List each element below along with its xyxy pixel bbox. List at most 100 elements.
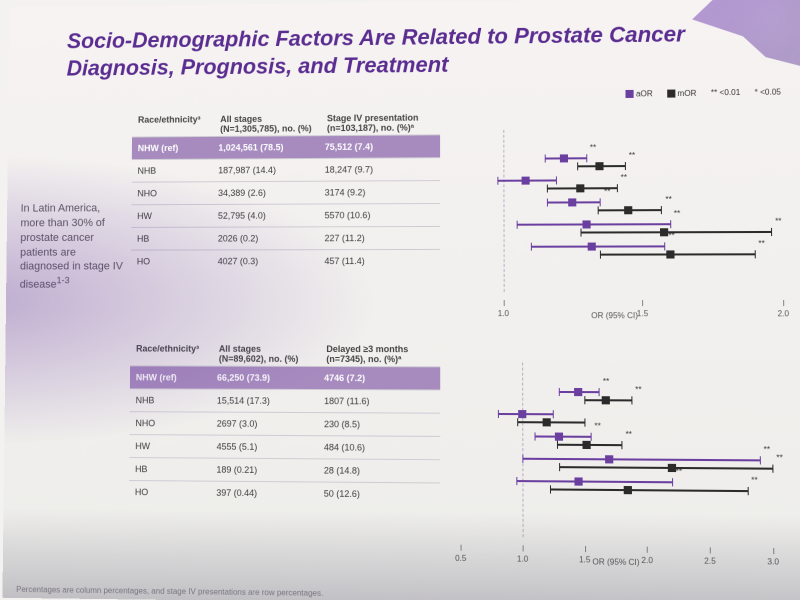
axis-tick <box>503 300 504 306</box>
mor-point <box>602 396 610 404</box>
table-cell: 187,987 (14.4) <box>218 165 325 175</box>
forest-row <box>448 128 781 152</box>
ci-cap <box>617 184 618 192</box>
legend-aor-swatch <box>626 90 634 98</box>
aor-point <box>605 455 613 463</box>
table-header-cell: Race/ethnicity³ <box>130 340 217 366</box>
axis-tick <box>647 547 648 553</box>
table-cell: HW <box>129 441 216 452</box>
table-cell: 15,514 (17.3) <box>217 396 324 406</box>
ci-cap <box>597 206 598 214</box>
data-table: Race/ethnicity³All stages(N=1,305,785), … <box>131 109 440 273</box>
mor-point <box>660 228 668 236</box>
ci-cap <box>581 229 582 237</box>
ci-cap <box>771 228 772 236</box>
mor-point <box>667 464 675 472</box>
axis-tick <box>783 300 784 306</box>
slide: Socio-Demographic Factors Are Related to… <box>2 0 800 600</box>
axis-tick <box>461 545 462 551</box>
table-header-cell: Stage IV presentation(n=103,187), no. (%… <box>325 109 440 136</box>
table-header: Race/ethnicity³All stages(N=1,305,785), … <box>132 109 440 137</box>
table-cell: NHB <box>132 165 219 175</box>
ci-cap <box>553 410 554 418</box>
ci-cap <box>747 487 748 495</box>
ci-line <box>516 480 672 483</box>
table-row: HO397 (0.44)50 (12.6) <box>129 480 440 506</box>
table-header-cell: All stages(N=1,305,785), no. (%) <box>218 109 325 135</box>
table-row: HB2026 (0.2)227 (11.2) <box>131 226 440 250</box>
forest-row <box>448 407 784 431</box>
aor-point <box>521 177 529 185</box>
axis-tick-label: 0.5 <box>455 554 466 563</box>
significance-marker: ** <box>776 453 783 462</box>
ci-cap <box>661 206 662 214</box>
table-cell: 2026 (0.2) <box>218 233 325 243</box>
table-cell: 397 (0.44) <box>216 488 324 499</box>
ci-cap <box>556 176 557 184</box>
ci-cap <box>600 198 601 206</box>
axis-tick-label: 3.0 <box>767 557 779 566</box>
table-cell: NHW (ref) <box>130 372 217 382</box>
aor-point <box>518 410 526 418</box>
axis-tick-label: 2.0 <box>777 309 789 318</box>
panel-stage4: Race/ethnicity³All stages(N=1,305,785), … <box>130 106 783 319</box>
table-row: NHB15,514 (17.3)1807 (11.6) <box>130 388 441 412</box>
ci-cap <box>516 477 517 485</box>
mor-point <box>624 486 632 494</box>
table-cell: 4555 (5.1) <box>217 442 324 453</box>
forest-row <box>448 362 784 385</box>
table-row: HO4027 (0.3)457 (11.4) <box>131 249 440 272</box>
page-title: Socio-Demographic Factors Are Related to… <box>67 20 765 82</box>
footnote: Percentages are column percentages, and … <box>16 585 323 598</box>
ci-cap <box>557 441 558 449</box>
ci-cap <box>600 251 601 259</box>
aor-point <box>560 154 568 162</box>
mor-point <box>624 206 632 214</box>
significance-marker: ** <box>668 231 674 240</box>
mor-point <box>666 250 674 258</box>
forest-plot: ******************1.01.52.0OR (95% CI) <box>448 106 783 319</box>
ci-cap <box>547 185 548 193</box>
significance-marker: ** <box>629 151 635 160</box>
forest-legend: aOR mOR ** <0.01 * <0.05 <box>626 88 781 99</box>
legend-mor-label: mOR <box>677 89 696 98</box>
table-cell: 34,389 (2.6) <box>218 188 325 198</box>
axis-tick-label: 1.5 <box>637 309 648 318</box>
ci-cap <box>498 177 499 185</box>
forest-row: **** <box>448 239 783 262</box>
axis-tick-label: 2.5 <box>704 556 716 565</box>
ci-cap <box>590 433 591 441</box>
forest-row: ** ** <box>448 429 784 453</box>
table-cell: 3174 (9.2) <box>325 187 440 197</box>
axis-tick <box>642 300 643 306</box>
forest-row: **** <box>448 451 785 476</box>
x-axis: 0.51.01.52.02.53.0OR (95% CI) <box>448 536 786 566</box>
ci-cap <box>535 432 536 440</box>
forest-row: **** <box>448 384 784 408</box>
aor-point <box>568 198 576 206</box>
table-cell: 66,250 (73.9) <box>217 373 324 383</box>
significance-marker: ** <box>635 385 641 394</box>
table-cell: 5570 (10.6) <box>325 210 441 220</box>
table-cell: 1,024,561 (78.5) <box>218 142 324 153</box>
significance-marker: ** <box>621 173 627 182</box>
table-cell: 1807 (11.6) <box>324 396 440 407</box>
mor-point <box>543 418 551 426</box>
ci-cap <box>631 396 632 404</box>
significance-marker: ** <box>603 377 609 386</box>
data-table: Race/ethnicity³All stages(N=89,602), no.… <box>129 340 440 506</box>
table-row: NHB187,987 (14.4)18,247 (9.7) <box>132 157 440 182</box>
ci-cap <box>531 243 532 251</box>
ci-cap <box>584 396 585 404</box>
ci-cap <box>517 418 518 426</box>
ci-cap <box>497 410 498 418</box>
table-cell: NHO <box>130 418 217 428</box>
forest-plot-area: ****************** <box>448 128 783 292</box>
ci-line <box>559 466 772 470</box>
ci-cap <box>772 465 773 473</box>
significance-marker: ** <box>625 430 631 439</box>
significance-marker: ** <box>764 445 771 454</box>
table-cell: HB <box>129 464 216 475</box>
ci-line <box>517 223 670 226</box>
ci-cap <box>754 250 755 258</box>
